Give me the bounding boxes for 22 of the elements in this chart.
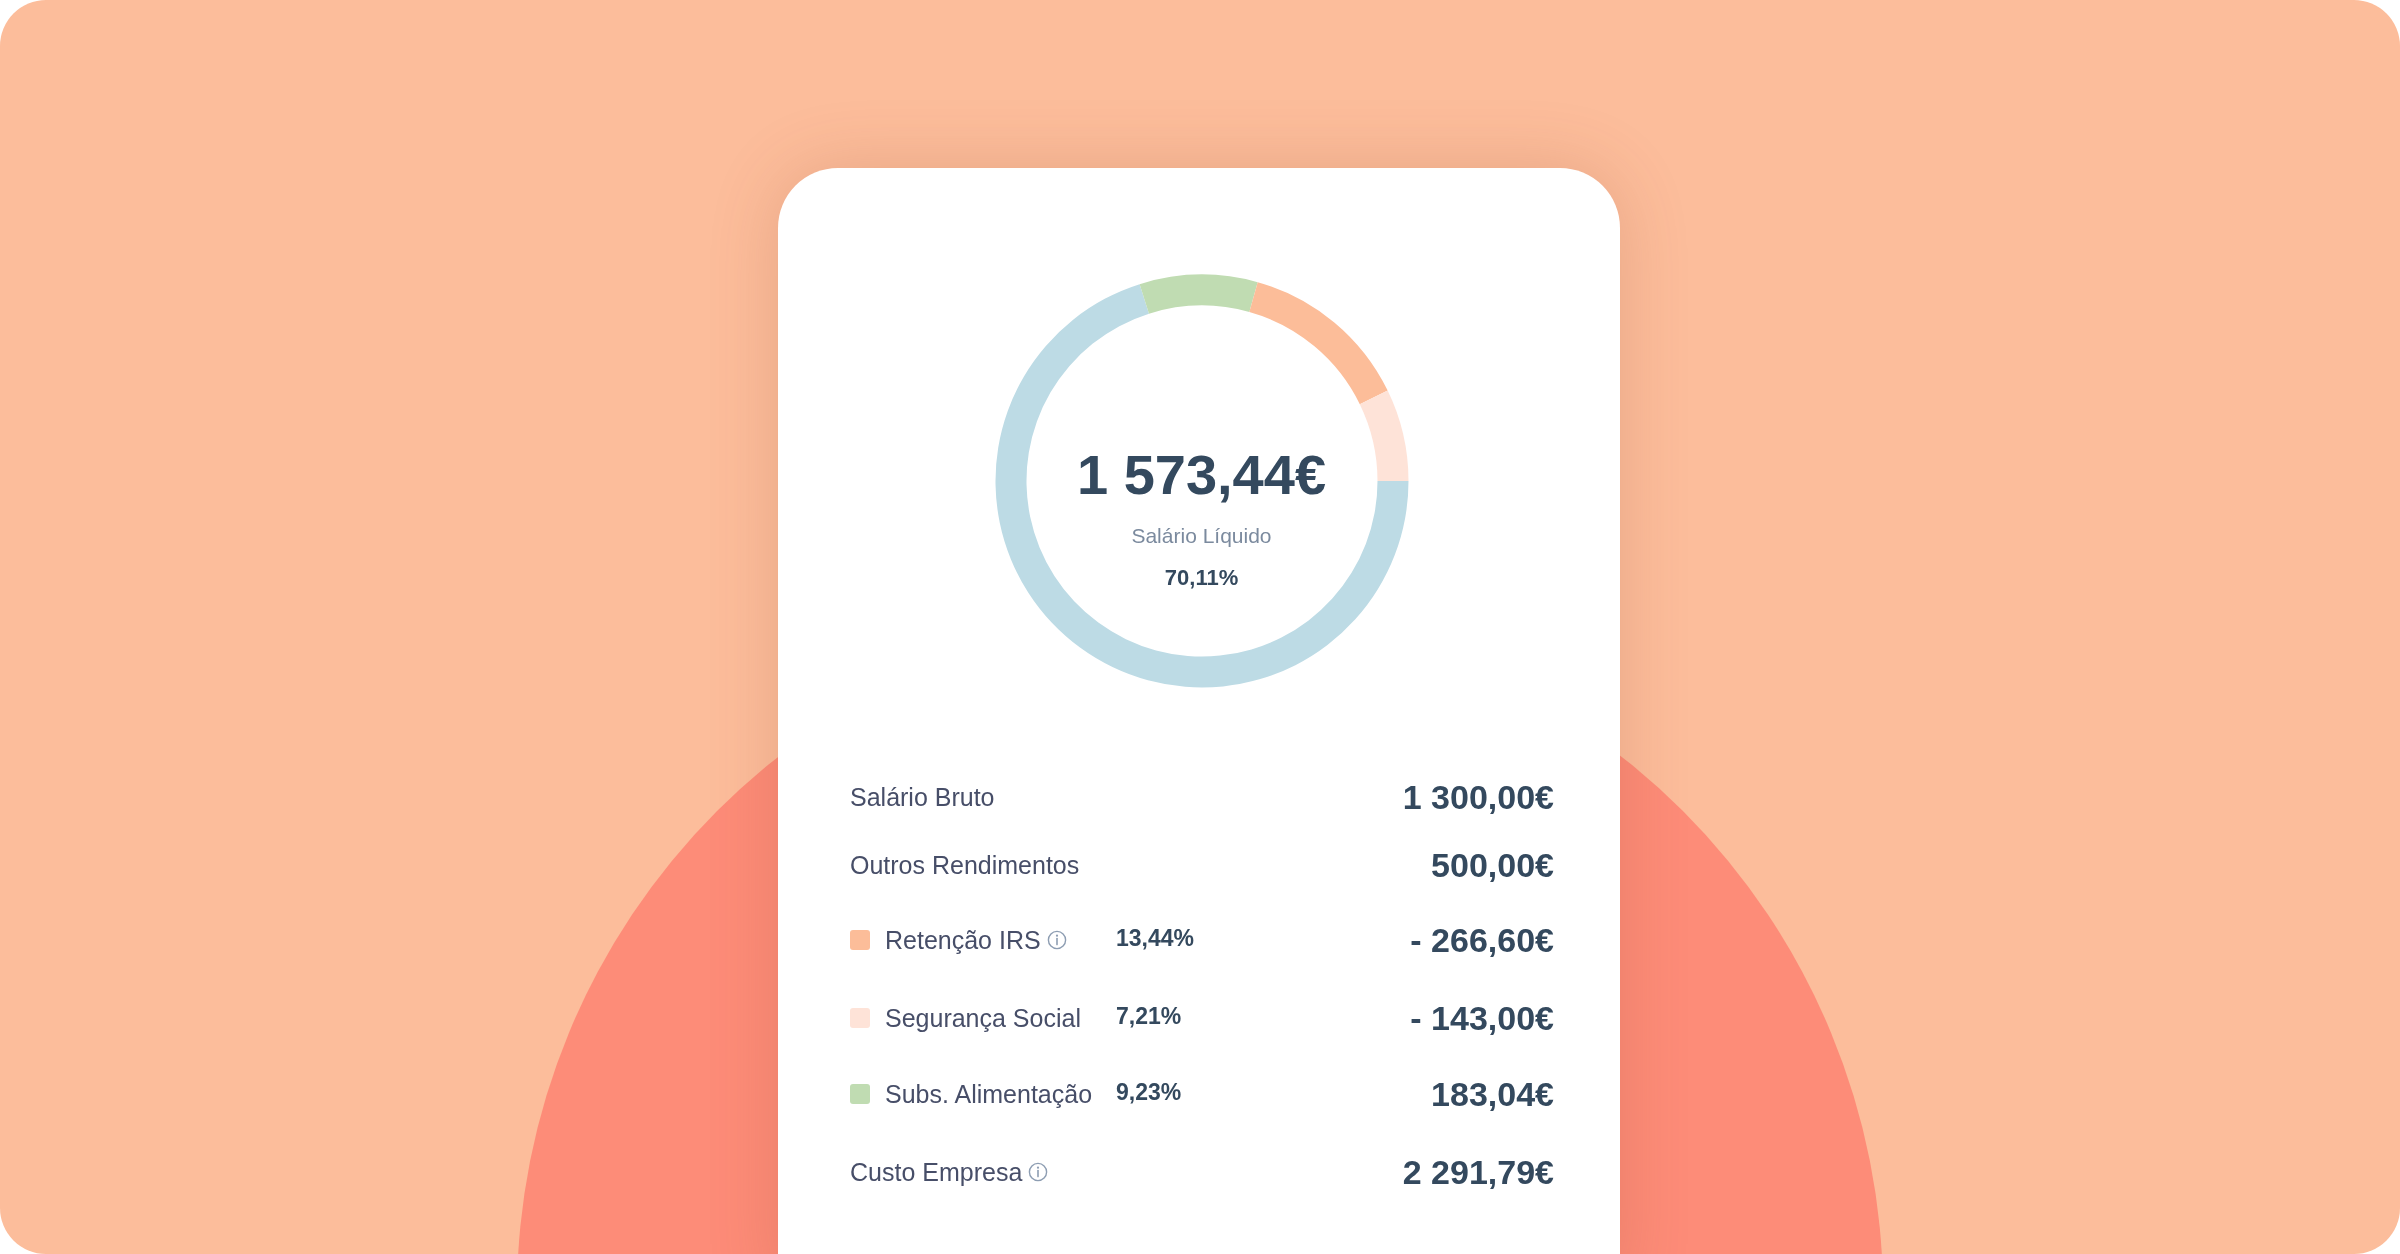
- donut-slice: [1248, 281, 1388, 404]
- text: Salário Bruto: [850, 782, 995, 811]
- donut-slice: [1359, 390, 1408, 481]
- data-label: 70,11%: [1163, 565, 1240, 590]
- donut-slice: [995, 283, 1408, 687]
- legend-label: Retenção IRS: [885, 925, 1041, 954]
- text: 183,04€: [1431, 1075, 1554, 1113]
- donut-slice: [1139, 274, 1258, 314]
- data-label: 9,23%: [1116, 1079, 1182, 1105]
- legend-label: Subs. Alimentação: [885, 1079, 1093, 1108]
- text: - 143,00€: [1410, 999, 1554, 1037]
- data-label: 7,21%: [1116, 1003, 1182, 1029]
- text: 1 300,00€: [1402, 778, 1554, 816]
- text: - 266,60€: [1410, 921, 1554, 959]
- legend-label: Segurança Social: [885, 1003, 1081, 1032]
- text: 500,00€: [1431, 846, 1554, 884]
- text: 1 573,44€: [1075, 443, 1328, 506]
- text: Outros Rendimentos: [850, 850, 1080, 879]
- data-label: 13,44%: [1116, 925, 1195, 951]
- slice-label: Salário Líquido: [1130, 523, 1273, 547]
- text: 2 291,79€: [1402, 1153, 1554, 1191]
- text: Custo Empresa: [850, 1157, 1023, 1186]
